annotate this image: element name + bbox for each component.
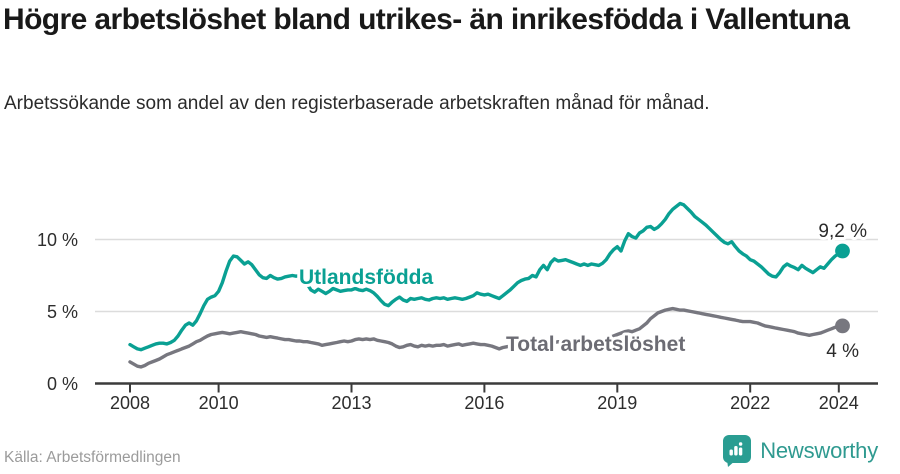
chart-subtitle: Arbetssökande som andel av den registerb… [4, 93, 710, 114]
y-axis-label: 5 % [47, 302, 78, 322]
y-axis-label: 10 % [37, 230, 78, 250]
x-axis-label: 2008 [110, 393, 150, 413]
end-value-label-total: 4 % [826, 341, 859, 362]
x-axis-label: 2013 [331, 393, 371, 413]
newsworthy-wordmark: Newsworthy [760, 438, 878, 463]
series-line-utlandsfodda [128, 201, 845, 352]
end-value-label-utlandsfodda: 9,2 % [818, 221, 867, 242]
x-axis-label: 2024 [819, 393, 859, 413]
series-label-total: Total arbetslöshet [506, 333, 685, 356]
x-axis-label: 2019 [597, 393, 637, 413]
y-axis-label: 0 % [47, 374, 78, 394]
x-axis-label: 2022 [730, 393, 770, 413]
end-dot-total [835, 318, 850, 334]
x-axis-label: 2010 [199, 393, 239, 413]
x-axis-label: 2016 [464, 393, 504, 413]
chart-title: Högre arbetslöshet bland utrikes- än inr… [3, 3, 850, 36]
series-line-total [128, 306, 845, 369]
newsworthy-badge-icon [723, 435, 752, 467]
series-label-utlandsfodda: Utlandsfödda [299, 266, 433, 289]
newsworthy-logo: Newsworthy [722, 434, 878, 468]
end-dot-utlandsfodda [835, 243, 850, 259]
source-note: Källa: Arbetsförmedlingen [4, 449, 181, 466]
